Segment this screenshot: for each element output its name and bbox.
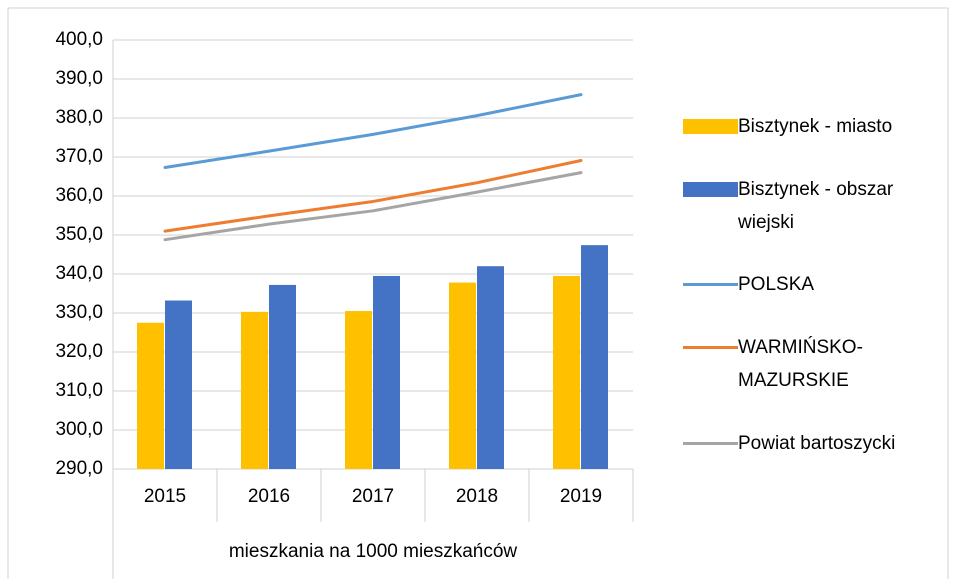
y-tick-label: 290,0 xyxy=(55,458,103,479)
bar xyxy=(581,245,608,469)
y-tick-label: 310,0 xyxy=(55,380,103,401)
legend-label: WARMIŃSKO-MAZURSKIE xyxy=(738,337,863,392)
legend-swatch xyxy=(683,268,738,301)
bar xyxy=(449,282,476,469)
line xyxy=(163,93,583,170)
x-axis-title: mieszkania na 1000 mieszkańców xyxy=(229,541,518,562)
y-tick-label: 300,0 xyxy=(55,419,103,440)
x-tick-label: 2015 xyxy=(144,486,186,507)
y-tick-label: 360,0 xyxy=(55,185,103,206)
chart-border xyxy=(7,7,949,579)
legend-swatch xyxy=(683,427,738,460)
bar xyxy=(137,322,164,469)
bar xyxy=(165,300,192,469)
y-tick-label: 400,0 xyxy=(55,29,103,50)
x-tick-label: 2016 xyxy=(248,486,290,507)
y-tick-label: 370,0 xyxy=(55,146,103,167)
legend-label: Bisztynek - obszar wiejski xyxy=(738,178,894,233)
y-tick-label: 390,0 xyxy=(55,68,103,89)
legend-label: Bisztynek - miasto xyxy=(738,115,893,137)
legend-swatch xyxy=(683,331,738,364)
line xyxy=(163,159,583,233)
legend-label: POLSKA xyxy=(738,274,815,296)
bar xyxy=(373,275,400,469)
legend-item: WARMIŃSKO-MAZURSKIE xyxy=(683,331,953,397)
bar xyxy=(241,311,268,469)
y-tick-label: 380,0 xyxy=(55,107,103,128)
bar xyxy=(553,275,580,469)
y-tick-label: 350,0 xyxy=(55,224,103,245)
legend: Bisztynek - miasto Bisztynek - obszar wie… xyxy=(683,95,953,475)
legend-item: Bisztynek - miasto xyxy=(683,110,953,143)
y-tick-label: 320,0 xyxy=(55,341,103,362)
x-tick-label: 2019 xyxy=(560,486,602,507)
legend-swatch xyxy=(683,173,738,206)
x-tick-label: 2018 xyxy=(456,486,498,507)
line xyxy=(163,171,583,242)
legend-label: Powiat bartoszycki xyxy=(738,433,896,455)
legend-swatch xyxy=(683,110,738,143)
bar xyxy=(269,284,296,469)
y-tick-label: 340,0 xyxy=(55,263,103,284)
x-tick-label: 2017 xyxy=(352,486,394,507)
legend-item: Bisztynek - obszar wiejski xyxy=(683,173,953,239)
y-tick-label: 330,0 xyxy=(55,302,103,323)
legend-item: POLSKA xyxy=(683,268,953,301)
legend-item: Powiat bartoszycki xyxy=(683,427,953,460)
bar xyxy=(477,266,504,469)
bar xyxy=(345,311,372,469)
